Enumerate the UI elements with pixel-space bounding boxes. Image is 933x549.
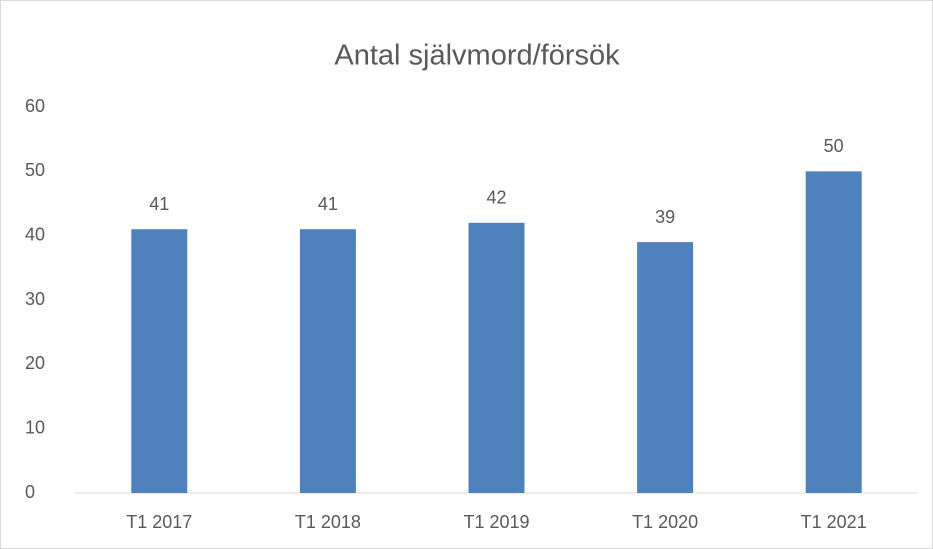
bar — [468, 222, 525, 494]
y-tick-label: 60 — [25, 96, 45, 116]
x-tick-label: T1 2019 — [463, 512, 529, 532]
data-label: 41 — [318, 194, 338, 214]
x-tick-label: T1 2020 — [632, 512, 698, 532]
x-tick-label: T1 2021 — [801, 512, 867, 532]
y-tick-label: 40 — [25, 224, 45, 244]
data-label: 39 — [655, 207, 675, 227]
bar — [299, 229, 356, 493]
x-tick-label: T1 2017 — [126, 512, 192, 532]
chart-title: Antal självmord/försök — [334, 40, 620, 72]
bar — [131, 229, 188, 493]
data-label: 50 — [824, 136, 844, 156]
bar — [637, 242, 694, 493]
y-tick-label: 50 — [25, 160, 45, 180]
data-label: 42 — [486, 188, 506, 208]
bar — [805, 171, 862, 494]
y-tick-label: 0 — [25, 482, 35, 502]
y-tick-label: 10 — [25, 417, 45, 437]
data-label: 41 — [149, 194, 169, 214]
x-tick-label: T1 2018 — [295, 512, 361, 532]
y-tick-label: 20 — [25, 353, 45, 373]
y-tick-label: 30 — [25, 289, 45, 309]
